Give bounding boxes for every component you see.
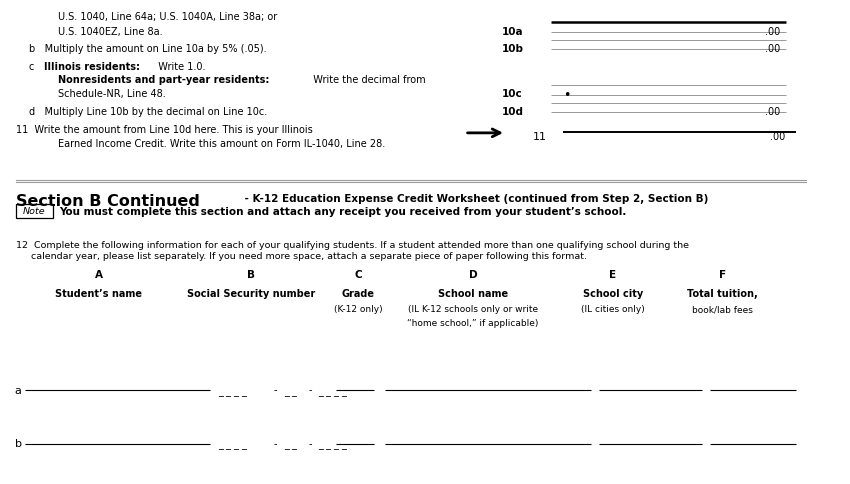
- Text: -: -: [309, 438, 312, 448]
- Text: Nonresidents and part-year residents:: Nonresidents and part-year residents:: [58, 75, 269, 85]
- Text: (IL K-12 schools only or write: (IL K-12 schools only or write: [408, 304, 538, 314]
- Text: - K-12 Education Expense Credit Worksheet (continued from Step 2, Section B): - K-12 Education Expense Credit Workshee…: [241, 194, 708, 204]
- Text: 10c: 10c: [502, 89, 523, 99]
- Text: U.S. 1040EZ, Line 8a.: U.S. 1040EZ, Line 8a.: [58, 27, 162, 37]
- Text: Illinois residents:: Illinois residents:: [43, 61, 139, 72]
- Text: Write 1.0.: Write 1.0.: [152, 61, 206, 72]
- Text: 10b: 10b: [502, 44, 524, 54]
- Text: (K-12 only): (K-12 only): [333, 304, 382, 314]
- Text: Schedule-NR, Line 48.: Schedule-NR, Line 48.: [58, 89, 166, 99]
- Text: .00: .00: [770, 132, 785, 142]
- Text: Grade: Grade: [342, 288, 374, 298]
- Text: 11: 11: [533, 132, 547, 142]
- Text: 10d: 10d: [502, 106, 524, 117]
- Text: 10a: 10a: [502, 27, 524, 37]
- Text: Section B Continued: Section B Continued: [16, 194, 201, 209]
- Text: _ _: _ _: [284, 438, 297, 448]
- Text: “home school,” if applicable): “home school,” if applicable): [407, 318, 539, 327]
- Text: .00: .00: [764, 27, 779, 37]
- Text: School name: School name: [438, 288, 508, 298]
- Text: b: b: [14, 438, 22, 448]
- Text: _ _ _ _: _ _ _ _: [319, 385, 347, 395]
- Text: .00: .00: [764, 44, 779, 54]
- Text: calendar year, please list separately. If you need more space, attach a separate: calendar year, please list separately. I…: [16, 251, 587, 260]
- Text: Total tuition,: Total tuition,: [687, 288, 757, 298]
- Text: E: E: [609, 270, 616, 280]
- Text: Note: Note: [23, 207, 46, 216]
- Text: You must complete this section and attach any receipt you received from your stu: You must complete this section and attac…: [60, 207, 626, 216]
- Text: A: A: [94, 270, 103, 280]
- Text: _ _ _ _: _ _ _ _: [218, 385, 246, 395]
- Text: B: B: [246, 270, 255, 280]
- Text: Earned Income Credit. Write this amount on Form IL-1040, Line 28.: Earned Income Credit. Write this amount …: [58, 138, 385, 149]
- Text: U.S. 1040, Line 64a; U.S. 1040A, Line 38a; or: U.S. 1040, Line 64a; U.S. 1040A, Line 38…: [58, 12, 277, 22]
- Text: a: a: [14, 385, 22, 395]
- Text: School city: School city: [583, 288, 643, 298]
- Text: _ _: _ _: [284, 385, 297, 395]
- Text: c: c: [29, 61, 43, 72]
- Text: book/lab fees: book/lab fees: [692, 304, 752, 314]
- Text: b   Multiply the amount on Line 10a by 5% (.05).: b Multiply the amount on Line 10a by 5% …: [29, 44, 266, 54]
- Text: Student’s name: Student’s name: [55, 288, 142, 298]
- Text: Social Security number: Social Security number: [187, 288, 315, 298]
- Text: -: -: [274, 438, 277, 448]
- Text: -: -: [309, 385, 312, 395]
- FancyBboxPatch shape: [15, 204, 54, 219]
- Text: 12  Complete the following information for each of your qualifying students. If : 12 Complete the following information fo…: [16, 241, 689, 250]
- Text: -: -: [274, 385, 277, 395]
- Text: Write the decimal from: Write the decimal from: [307, 75, 426, 85]
- Text: F: F: [718, 270, 726, 280]
- Text: D: D: [468, 270, 478, 280]
- Text: C: C: [354, 270, 361, 280]
- Text: .00: .00: [764, 106, 779, 117]
- Text: (IL cities only): (IL cities only): [581, 304, 644, 314]
- Text: •: •: [564, 89, 571, 102]
- Text: _ _ _ _: _ _ _ _: [319, 438, 347, 448]
- Text: _ _ _ _: _ _ _ _: [218, 438, 246, 448]
- Text: 11  Write the amount from Line 10d here. This is your Illinois: 11 Write the amount from Line 10d here. …: [16, 125, 313, 135]
- Text: d   Multiply Line 10b by the decimal on Line 10c.: d Multiply Line 10b by the decimal on Li…: [29, 106, 267, 117]
